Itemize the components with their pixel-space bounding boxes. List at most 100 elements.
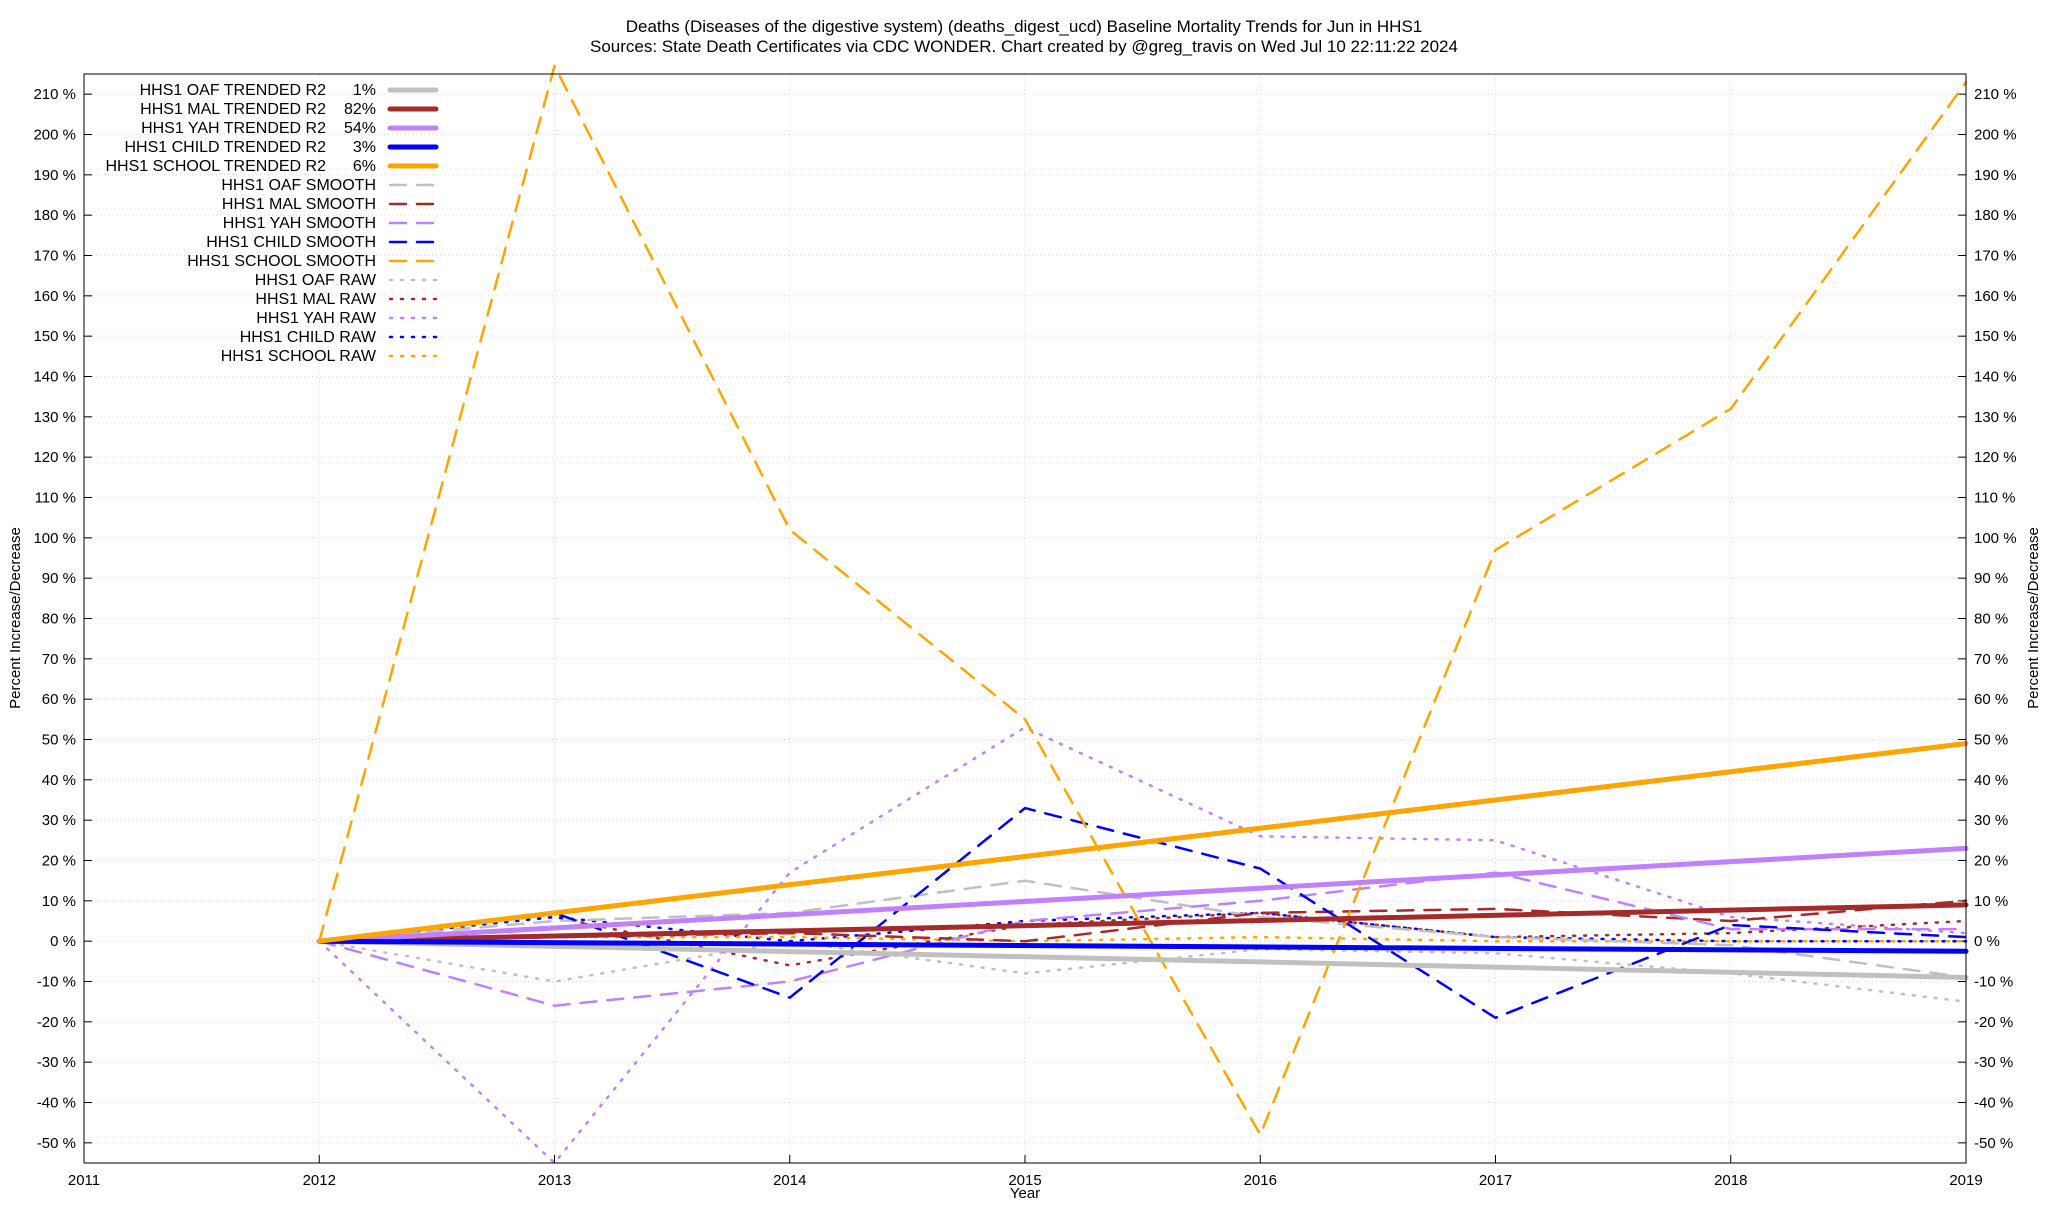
- legend-r2-hhs1-mal-trended-r2: 82%: [344, 101, 376, 118]
- y-tick-label-right: 160 %: [1974, 288, 2017, 305]
- y-tick-label-right: 190 %: [1974, 167, 2017, 184]
- y-tick-label-left: 0 %: [50, 933, 76, 950]
- chart-legend: HHS1 OAF TRENDED R2 1% HHS1 MAL TRENDED R2…: [106, 82, 439, 365]
- y-tick-label-left: -40 %: [37, 1095, 76, 1112]
- legend-r2-hhs1-oaf-trended-r2: 1%: [353, 82, 376, 99]
- y-tick-label-left: 170 %: [33, 248, 76, 265]
- legend-label-hhs1-oaf-raw: HHS1 OAF RAW: [255, 272, 377, 289]
- y-tick-label-left: 200 %: [33, 127, 76, 144]
- y-tick-label-right: 210 %: [1974, 86, 2017, 103]
- y-tick-label-left: 30 %: [42, 812, 76, 829]
- y-tick-label-right: 140 %: [1974, 369, 2017, 386]
- axis-layer: -50 % -50 % -40 % -40 % -30 % -30 % -20 % -20 %…: [33, 86, 2016, 1189]
- legend-label-hhs1-mal-smooth: HHS1 MAL SMOOTH: [222, 196, 376, 213]
- legend-label-hhs1-mal-raw: HHS1 MAL RAW: [255, 291, 377, 308]
- y-tick-label-right: -10 %: [1974, 974, 2013, 991]
- y-tick-label-right: 20 %: [1974, 853, 2008, 870]
- y-tick-label-right: -50 %: [1974, 1135, 2013, 1152]
- y-tick-label-left: 140 %: [33, 369, 76, 386]
- x-tick-label: 2016: [1244, 1172, 1277, 1189]
- y-tick-label-left: 180 %: [33, 207, 76, 224]
- y-tick-label-left: 80 %: [42, 611, 76, 628]
- chart-title-line2: Sources: State Death Certificates via CD…: [590, 37, 1458, 56]
- legend-label-hhs1-mal-trended-r2: HHS1 MAL TRENDED R2: [140, 101, 326, 118]
- y-tick-label-left: 150 %: [33, 328, 76, 345]
- legend-r2-hhs1-child-trended-r2: 3%: [353, 139, 376, 156]
- series-line-hhs1-child-trended-r2: [316, 938, 1969, 954]
- legend-r2-hhs1-yah-trended-r2: 54%: [344, 120, 376, 137]
- y-tick-label-left: 20 %: [42, 853, 76, 870]
- y-tick-label-right: 10 %: [1974, 893, 2008, 910]
- legend-label-hhs1-yah-smooth: HHS1 YAH SMOOTH: [223, 215, 376, 232]
- legend-label-hhs1-yah-trended-r2: HHS1 YAH TRENDED R2: [141, 120, 326, 137]
- y-tick-label-right: 170 %: [1974, 248, 2017, 265]
- y-tick-label-right: 60 %: [1974, 691, 2008, 708]
- y-tick-label-right: 180 %: [1974, 207, 2017, 224]
- x-tick-label: 2014: [773, 1172, 806, 1189]
- legend-label-hhs1-oaf-trended-r2: HHS1 OAF TRENDED R2: [140, 82, 327, 99]
- y-tick-label-left: -30 %: [37, 1054, 76, 1071]
- x-tick-label: 2019: [1949, 1172, 1982, 1189]
- y-axis-label-right: Percent Increase/Decrease: [2025, 527, 2042, 709]
- series-layer: [316, 64, 1969, 1165]
- x-axis-label: Year: [1010, 1185, 1040, 1200]
- series-line-hhs1-school-smooth: [318, 64, 1968, 1137]
- y-tick-label-right: 90 %: [1974, 570, 2008, 587]
- x-tick-label: 2017: [1479, 1172, 1512, 1189]
- y-tick-label-left: 10 %: [42, 893, 76, 910]
- series-line-hhs1-yah-trended-r2: [316, 845, 1969, 944]
- y-tick-label-left: 100 %: [33, 530, 76, 547]
- series-line-hhs1-oaf-smooth: [318, 879, 1968, 979]
- grid-layer: [83, 74, 1967, 1163]
- y-tick-label-left: 90 %: [42, 570, 76, 587]
- legend-label-hhs1-child-smooth: HHS1 CHILD SMOOTH: [206, 234, 376, 251]
- y-axis-label-left: Percent Increase/Decrease: [7, 527, 24, 709]
- y-tick-label-right: -40 %: [1974, 1095, 2013, 1112]
- y-tick-label-left: 120 %: [33, 449, 76, 466]
- series-line-hhs1-yah-raw: [318, 726, 1968, 1165]
- legend-label-hhs1-child-trended-r2: HHS1 CHILD TRENDED R2: [124, 139, 326, 156]
- y-tick-label-right: 30 %: [1974, 812, 2008, 829]
- y-tick-label-right: 40 %: [1974, 772, 2008, 789]
- y-tick-label-left: 160 %: [33, 288, 76, 305]
- y-tick-label-left: -10 %: [37, 974, 76, 991]
- y-tick-label-left: 70 %: [42, 651, 76, 668]
- x-tick-label: 2015: [1008, 1172, 1041, 1189]
- x-tick-label: 2012: [303, 1172, 336, 1189]
- x-tick-label: 2018: [1714, 1172, 1747, 1189]
- y-tick-label-right: -20 %: [1974, 1014, 2013, 1031]
- plot-frame: [83, 73, 1967, 1164]
- series-line-hhs1-yah-smooth: [318, 871, 1968, 1007]
- y-tick-label-right: -30 %: [1974, 1054, 2013, 1071]
- y-tick-label-right: 150 %: [1974, 328, 2017, 345]
- y-tick-label-left: -50 %: [37, 1135, 76, 1152]
- legend-label-hhs1-child-raw: HHS1 CHILD RAW: [240, 329, 377, 346]
- series-line-hhs1-school-trended-r2: [316, 741, 1969, 944]
- y-tick-label-left: 130 %: [33, 409, 76, 426]
- legend-label-hhs1-yah-raw: HHS1 YAH RAW: [256, 310, 377, 327]
- y-tick-label-right: 50 %: [1974, 732, 2008, 749]
- legend-r2-hhs1-school-trended-r2: 6%: [353, 158, 376, 175]
- chart-title-line1: Deaths (Diseases of the digestive system…: [626, 17, 1423, 36]
- y-tick-label-left: 50 %: [42, 732, 76, 749]
- legend-label-hhs1-school-trended-r2: HHS1 SCHOOL TRENDED R2: [106, 158, 327, 175]
- series-line-hhs1-oaf-trended-r2: [316, 938, 1969, 980]
- y-tick-label-left: 60 %: [42, 691, 76, 708]
- legend-label-hhs1-school-raw: HHS1 SCHOOL RAW: [221, 348, 377, 365]
- x-tick-label: 2013: [538, 1172, 571, 1189]
- y-tick-label-right: 110 %: [1974, 490, 2015, 507]
- y-tick-label-left: 190 %: [33, 167, 76, 184]
- x-tick-label: 2011: [68, 1172, 100, 1189]
- y-tick-label-right: 100 %: [1974, 530, 2017, 547]
- y-tick-label-left: 110 %: [35, 490, 76, 507]
- y-tick-label-right: 200 %: [1974, 127, 2017, 144]
- legend-label-hhs1-school-smooth: HHS1 SCHOOL SMOOTH: [187, 253, 376, 270]
- y-tick-label-right: 80 %: [1974, 611, 2008, 628]
- y-tick-label-right: 120 %: [1974, 449, 2017, 466]
- legend-label-hhs1-oaf-smooth: HHS1 OAF SMOOTH: [221, 177, 376, 194]
- y-tick-label-right: 130 %: [1974, 409, 2017, 426]
- y-tick-label-left: 210 %: [33, 86, 76, 103]
- y-tick-label-left: 40 %: [42, 772, 76, 789]
